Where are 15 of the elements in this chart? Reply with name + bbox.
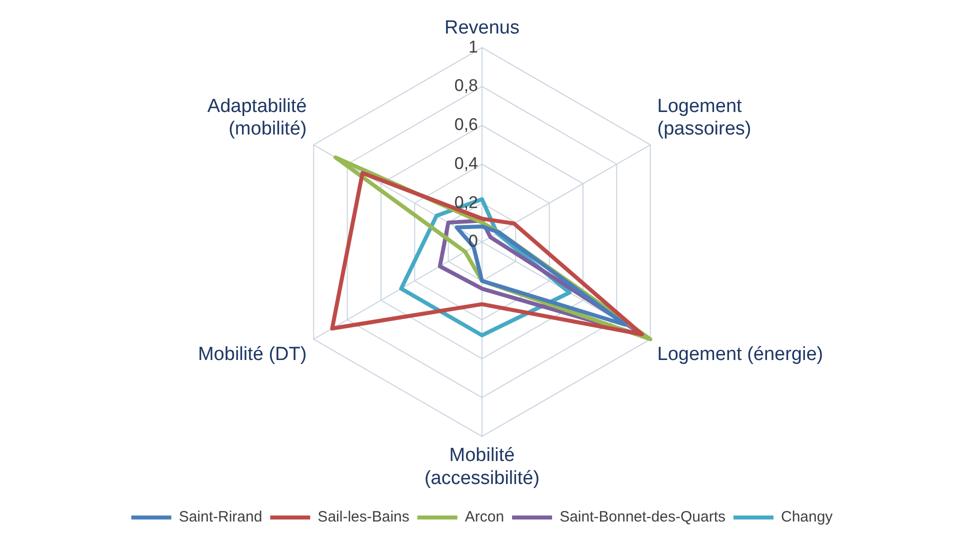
legend-label: Arcon: [464, 508, 504, 526]
y-tick-label: 0,6: [454, 115, 478, 134]
spoke-label: Mobilité (DT): [198, 344, 307, 365]
y-tick-label: 0,4: [454, 154, 478, 173]
spoke-label: Mobilité (accessibilité): [424, 445, 540, 489]
legend-label: Sail-les-Bains: [318, 508, 410, 526]
y-tick-label: 1: [468, 37, 478, 56]
spoke-label: Revenus: [444, 17, 520, 38]
legend-label: Saint-Rirand: [178, 508, 262, 526]
y-tick-label: 0,8: [454, 76, 478, 96]
legend-label: Changy: [780, 508, 834, 526]
spoke-label: Adaptabilité (mobilité): [207, 96, 307, 140]
spoke-label: Logement (passoires): [657, 96, 752, 140]
spoke-label: Logement (énergie): [657, 344, 824, 365]
legend-label: Saint-Bonnet-des-Quarts: [560, 508, 726, 526]
